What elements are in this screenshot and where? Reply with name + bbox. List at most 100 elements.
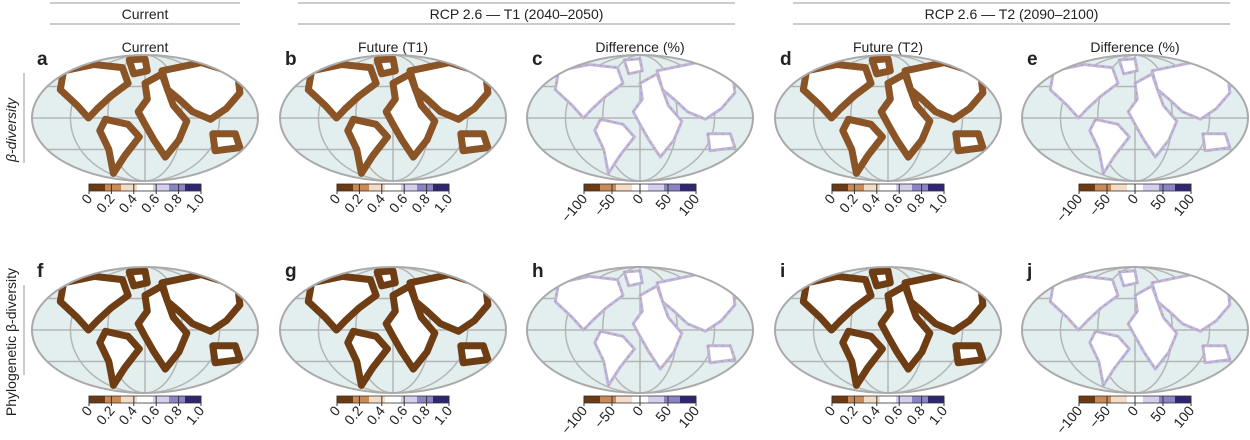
map	[775, 267, 1001, 393]
colorbar-tick-label: 0.2	[836, 402, 861, 427]
panel-letter: j	[1026, 261, 1032, 282]
land	[1117, 269, 1139, 288]
colorbar-segment	[1143, 396, 1160, 403]
land	[457, 342, 492, 367]
panel-letter: h	[532, 261, 544, 282]
land-detail	[1118, 58, 1138, 75]
land	[1117, 57, 1139, 76]
land-detail	[1127, 285, 1178, 370]
colorbar-segment	[337, 184, 354, 191]
colorbar-segment	[928, 396, 945, 403]
meridian	[812, 267, 964, 393]
colorbar-tick-label: −50	[1086, 190, 1114, 219]
colorbar-tick-label: 1.0	[183, 402, 208, 427]
colorbar-tick-label: 50	[652, 402, 674, 424]
panel-title: Difference (%)	[1090, 39, 1179, 55]
land	[952, 130, 987, 155]
colorbar-segment	[137, 396, 154, 403]
map-outline	[31, 266, 259, 394]
colorbar-tick-label: 100	[675, 190, 702, 218]
map-outline	[774, 266, 1002, 394]
colorbar-segment	[864, 396, 881, 403]
colorbar-segment	[105, 396, 122, 403]
colorbar-tick-label: 50	[1147, 402, 1169, 424]
land-detail	[623, 58, 643, 75]
meridian	[317, 55, 469, 181]
colorbar-segment	[896, 184, 913, 191]
land	[56, 272, 132, 334]
land-detail	[1049, 275, 1119, 331]
colorbar-tick-label: 1.0	[926, 190, 951, 215]
colorbar-segment	[353, 184, 370, 191]
meridian	[564, 55, 716, 181]
meridian	[69, 267, 221, 393]
meridian	[812, 55, 964, 181]
colorbar-tick-label: 0.2	[93, 190, 118, 215]
land-detail	[1089, 330, 1130, 387]
land	[373, 55, 399, 78]
panel-letter: c	[532, 49, 543, 70]
colorbar-segment	[337, 396, 354, 403]
colorbar-segment	[616, 396, 633, 403]
row-label: β-diversity	[3, 97, 19, 163]
land-detail	[594, 118, 636, 175]
panel-title: Future (T1)	[358, 39, 428, 55]
panel-letter: d	[780, 49, 792, 70]
map	[32, 55, 258, 181]
map-outline	[279, 266, 507, 394]
colorbar-tick-label: 0.4	[858, 190, 883, 215]
colorbar-tick-label: 1.0	[431, 190, 456, 215]
map-outline	[1021, 54, 1249, 182]
row-label: Phylogenetic β-diversity	[3, 268, 19, 416]
colorbar-tick-label: 0.6	[138, 402, 163, 427]
colorbar-tick-label: 0.6	[386, 190, 411, 215]
colorbar-segment	[433, 396, 450, 403]
map	[1022, 267, 1248, 393]
colorbar-segment	[353, 396, 370, 403]
colorbar-segment	[1095, 184, 1112, 191]
column-header: Current	[122, 6, 169, 22]
colorbar-segment	[680, 184, 697, 191]
colorbar-tick-label: −100	[1053, 402, 1086, 435]
land	[1201, 132, 1232, 153]
colorbar-segment	[433, 184, 450, 191]
colorbar-segment	[417, 396, 434, 403]
colorbar-tick-label: −50	[591, 190, 619, 219]
colorbar-segment	[401, 396, 418, 403]
colorbar-tick-label: 0.2	[341, 402, 366, 427]
land	[799, 272, 875, 334]
colorbar-tick-label: 0.2	[341, 190, 366, 215]
colorbar-tick-label: 50	[652, 190, 674, 212]
colorbar-tick-label: −100	[558, 402, 591, 435]
colorbar-segment	[1159, 184, 1176, 191]
land-detail	[707, 133, 736, 152]
meridian	[69, 55, 221, 181]
colorbar-segment	[121, 184, 138, 191]
land	[125, 55, 151, 78]
land-detail	[594, 330, 636, 387]
land	[209, 342, 244, 367]
land	[457, 130, 492, 155]
colorbar-segment	[896, 396, 913, 403]
colorbar-segment	[584, 396, 601, 403]
map-outline	[774, 54, 1002, 182]
colorbar-tick-label: 1.0	[926, 402, 951, 427]
colorbar-segment	[832, 396, 849, 403]
colorbar-segment	[1111, 396, 1128, 403]
panel-letter: i	[780, 261, 785, 282]
meridian	[1059, 55, 1211, 181]
colorbar-tick-label: 1.0	[431, 402, 456, 427]
colorbar-segment	[153, 184, 170, 191]
panel-title: Future (T2)	[853, 39, 923, 55]
colorbar-tick-label: 0.4	[115, 402, 140, 427]
colorbar-segment	[1079, 184, 1096, 191]
colorbar-segment	[928, 184, 945, 191]
colorbar-tick-label: 0.4	[363, 190, 388, 215]
land-detail	[1049, 63, 1119, 119]
land	[96, 327, 143, 389]
land-detail	[623, 270, 643, 287]
panel-letter: g	[285, 261, 297, 282]
colorbar-tick-label: 0	[1124, 402, 1141, 418]
meridian	[1059, 267, 1211, 393]
map-outline	[526, 266, 754, 394]
